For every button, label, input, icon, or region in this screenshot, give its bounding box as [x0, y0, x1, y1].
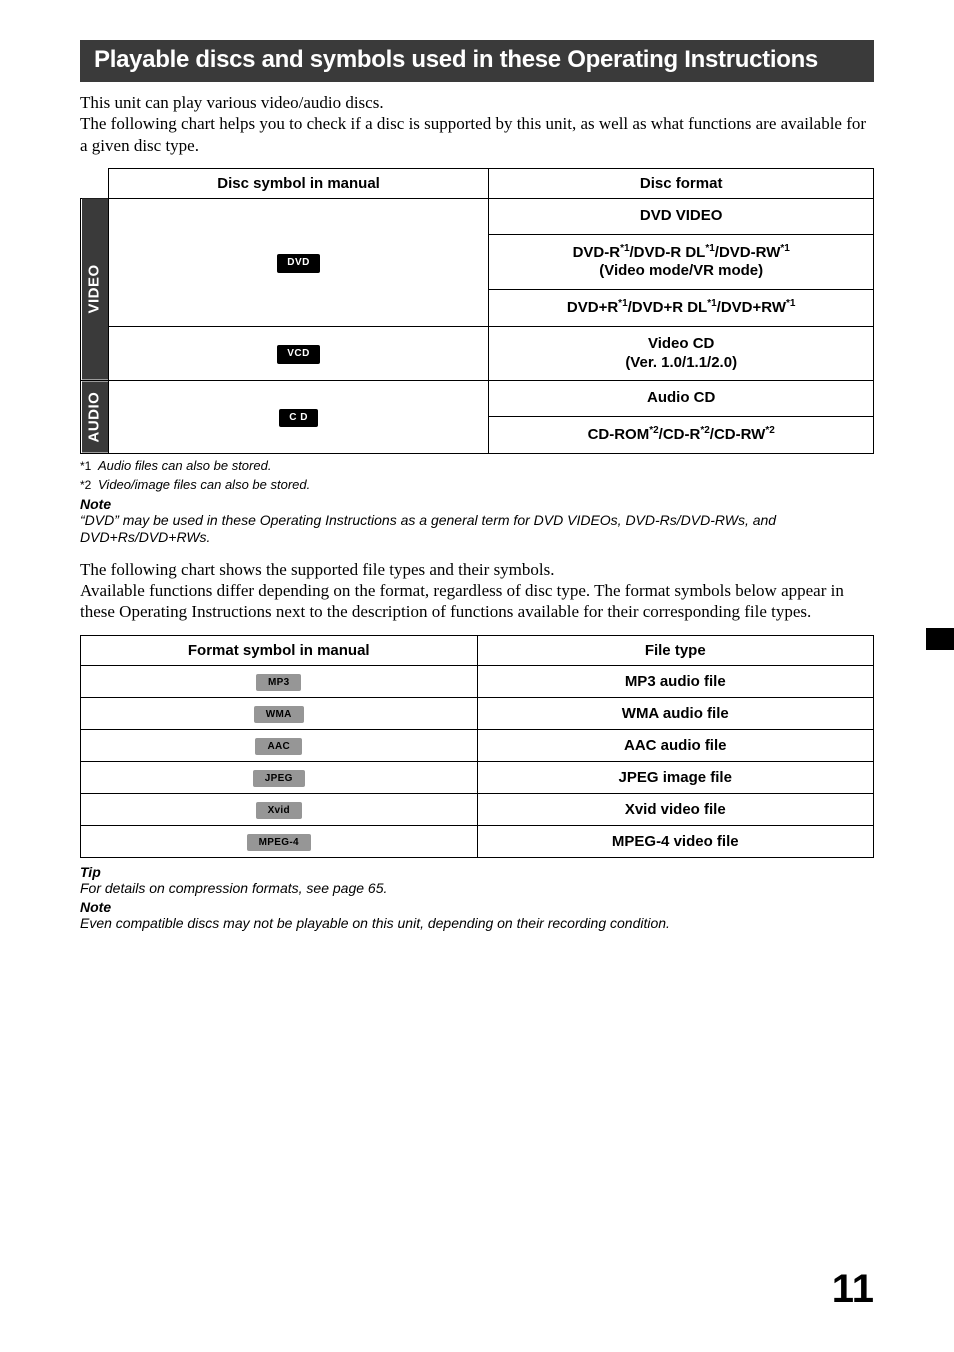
mid-line1: The following chart shows the supported …: [80, 560, 555, 579]
xvid-badge: Xvid: [256, 802, 302, 819]
intro-line1: This unit can play various video/audio d…: [80, 93, 384, 112]
footnote-2: *2Video/image files can also be stored.: [80, 477, 874, 492]
table-row: AUDIO C D Audio CD: [81, 381, 874, 417]
table-row: JPEG JPEG image file: [81, 761, 874, 793]
footnote-text: Video/image files can also be stored.: [98, 477, 310, 492]
table-row: MP3 MP3 audio file: [81, 665, 874, 697]
symbol-cell: Xvid: [81, 793, 478, 825]
dvd-badge: DVD: [277, 254, 320, 273]
symbol-cell-dvd: DVD: [108, 198, 489, 326]
note-body: “DVD” may be used in these Operating Ins…: [80, 512, 874, 547]
note2-body: Even compatible discs may not be playabl…: [80, 915, 874, 933]
intro-line2: The following chart helps you to check i…: [80, 114, 866, 154]
format-table: Format symbol in manual File type MP3 MP…: [80, 635, 874, 858]
aac-badge: AAC: [255, 738, 302, 755]
file-type-cell: MP3 audio file: [477, 665, 874, 697]
sup: *1: [618, 298, 627, 309]
text: /CD-RW: [710, 426, 766, 443]
table-row: VCD Video CD (Ver. 1.0/1.1/2.0): [81, 326, 874, 381]
footnote-1: *1Audio files can also be stored.: [80, 458, 874, 473]
cd-badge: C D: [279, 409, 318, 428]
footnote-marker: *2: [80, 478, 98, 492]
wma-badge: WMA: [254, 706, 304, 723]
text: (Video mode/VR mode): [599, 262, 763, 279]
text: /DVD-RW: [715, 244, 781, 261]
table-row: Xvid Xvid video file: [81, 793, 874, 825]
sup: *1: [707, 298, 716, 309]
note-heading: Note: [80, 496, 874, 512]
audio-label: AUDIO: [81, 381, 109, 454]
file-type-cell: JPEG image file: [477, 761, 874, 793]
symbol-cell: AAC: [81, 729, 478, 761]
symbol-cell: MP3: [81, 665, 478, 697]
symbol-cell-cd: C D: [108, 381, 489, 454]
sup: *2: [765, 425, 774, 436]
format-audiocd: Audio CD: [489, 381, 874, 417]
table-header-row: Disc symbol in manual Disc format: [81, 168, 874, 198]
side-tab: [926, 628, 954, 650]
note2-heading: Note: [80, 899, 874, 915]
sup: *1: [705, 243, 714, 254]
col-file-type: File type: [477, 635, 874, 665]
text: Video CD: [648, 335, 714, 352]
table-row: WMA WMA audio file: [81, 697, 874, 729]
text: DVD+R: [567, 299, 618, 316]
text: /CD-R: [659, 426, 701, 443]
format-cdrom: CD-ROM*2/CD-R*2/CD-RW*2: [489, 417, 874, 454]
jpeg-badge: JPEG: [253, 770, 305, 787]
text: /DVD+R DL: [628, 299, 708, 316]
vcd-badge: VCD: [277, 345, 320, 364]
text: /DVD+RW: [717, 299, 786, 316]
mid-line2: Available functions differ depending on …: [80, 581, 844, 621]
footnote-marker: *1: [80, 459, 98, 473]
table-row: AAC AAC audio file: [81, 729, 874, 761]
intro-text: This unit can play various video/audio d…: [80, 92, 874, 156]
format-dvdplus: DVD+R*1/DVD+R DL*1/DVD+RW*1: [489, 290, 874, 327]
sup: *1: [780, 243, 789, 254]
text: /DVD-R DL: [630, 244, 706, 261]
table-row: VIDEO DVD DVD VIDEO: [81, 198, 874, 234]
section-heading: Playable discs and symbols used in these…: [80, 40, 874, 82]
symbol-cell: WMA: [81, 697, 478, 729]
disc-table: Disc symbol in manual Disc format VIDEO …: [80, 168, 874, 454]
text: DVD-R: [573, 244, 621, 261]
file-type-cell: WMA audio file: [477, 697, 874, 729]
symbol-cell: MPEG-4: [81, 825, 478, 857]
file-type-cell: Xvid video file: [477, 793, 874, 825]
mid-text: The following chart shows the supported …: [80, 559, 874, 623]
sup: *2: [700, 425, 709, 436]
footnote-text: Audio files can also be stored.: [98, 458, 271, 473]
table-row: MPEG-4 MPEG-4 video file: [81, 825, 874, 857]
tip-body: For details on compression formats, see …: [80, 880, 874, 898]
col-symbol: Disc symbol in manual: [108, 168, 489, 198]
format-vcd: Video CD (Ver. 1.0/1.1/2.0): [489, 326, 874, 381]
table-header-row: Format symbol in manual File type: [81, 635, 874, 665]
file-type-cell: MPEG-4 video file: [477, 825, 874, 857]
file-type-cell: AAC audio file: [477, 729, 874, 761]
text: (Ver. 1.0/1.1/2.0): [625, 354, 737, 371]
col-format-symbol: Format symbol in manual: [81, 635, 478, 665]
col-format: Disc format: [489, 168, 874, 198]
mp3-badge: MP3: [256, 674, 301, 691]
sup: *1: [786, 298, 795, 309]
format-dvd-video: DVD VIDEO: [489, 198, 874, 234]
symbol-cell: JPEG: [81, 761, 478, 793]
format-dvdr: DVD-R*1/DVD-R DL*1/DVD-RW*1 (Video mode/…: [489, 234, 874, 290]
tip-heading: Tip: [80, 864, 874, 880]
video-label: VIDEO: [81, 198, 109, 381]
mpeg4-badge: MPEG-4: [247, 834, 311, 851]
page-number: 11: [832, 1267, 874, 1312]
symbol-cell-vcd: VCD: [108, 326, 489, 381]
sup: *2: [649, 425, 658, 436]
sup: *1: [620, 243, 629, 254]
text: CD-ROM: [588, 426, 650, 443]
